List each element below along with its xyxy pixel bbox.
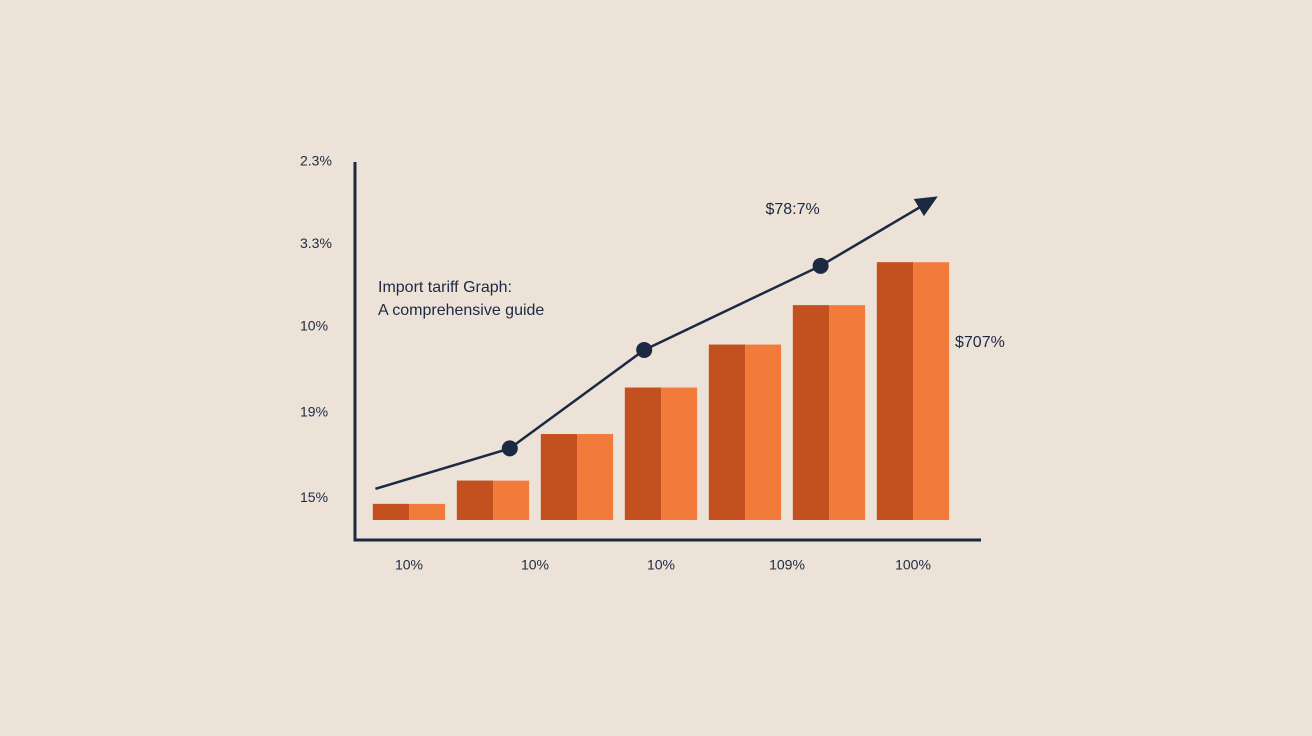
x-tick-label: 10% [395, 557, 423, 573]
bar-shade [624, 387, 661, 520]
x-tick-label: 10% [521, 557, 549, 573]
chart-title: Import tariff Graph: [378, 279, 512, 296]
x-tick-label: 109% [769, 557, 805, 573]
bar-shade [876, 262, 913, 520]
bar-shade [708, 344, 745, 520]
line-marker [501, 440, 518, 457]
arrow-head [913, 196, 938, 217]
y-tick-label: 15% [300, 489, 328, 505]
bar-shade [456, 480, 493, 520]
axes [353, 162, 981, 542]
bar-shade [540, 434, 577, 520]
y-tick-label: 10% [300, 317, 328, 333]
annotation: $707% [955, 334, 1005, 351]
y-tick-label: 3.3% [300, 235, 332, 251]
bar-shade [372, 503, 409, 520]
y-tick-label: 19% [300, 403, 328, 419]
line-marker [812, 257, 829, 274]
annotation: $78:7% [765, 201, 819, 218]
line-marker [636, 341, 653, 358]
x-tick-label: 10% [647, 557, 675, 573]
chart-subtitle: A comprehensive guide [378, 302, 544, 319]
bar-shade [792, 305, 829, 520]
y-tick-label: 2.3% [300, 153, 332, 169]
x-tick-label: 100% [895, 557, 931, 573]
